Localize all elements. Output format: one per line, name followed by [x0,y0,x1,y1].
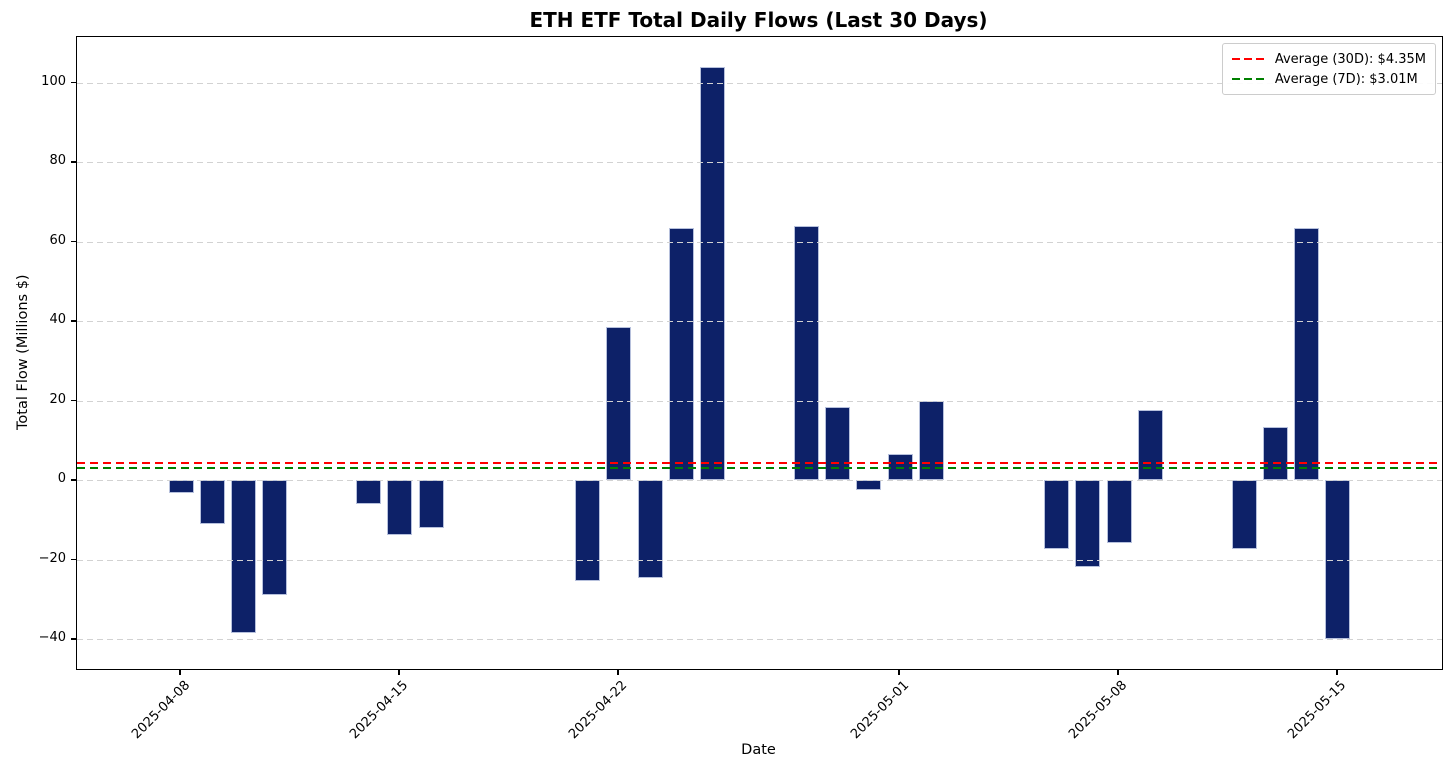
bar-2025-05-08 [1106,480,1132,543]
bar-2025-04-28 [793,225,819,481]
gridline-y-0 [77,480,1442,482]
y-tick-label: 40 [49,312,66,328]
bar-2025-04-23 [637,480,663,578]
x-tick-mark [898,669,900,675]
x-tick-label: 2025-05-08 [1066,678,1131,743]
bar-2025-05-07 [1075,480,1101,567]
x-tick-mark [617,669,619,675]
bar-2025-04-15 [387,480,413,536]
gridline-y-60 [77,241,1442,243]
bar-2025-04-08 [168,480,194,494]
bar-2025-05-09 [1137,410,1163,481]
y-tick-label: 80 [49,153,66,169]
bar-2025-05-06 [1044,480,1069,550]
legend-label: Average (30D): $4.35M [1274,51,1426,67]
plot-area [76,36,1443,670]
red-dashed-line-icon [1231,57,1266,61]
x-tick-mark [398,669,400,675]
y-tick-mark [71,81,76,84]
gridline-y-40 [77,321,1442,323]
y-tick-mark [71,240,76,243]
bar-2025-04-16 [418,480,444,528]
y-tick-label: 60 [49,232,66,248]
y-tick-label: 100 [41,73,66,89]
gridline-y-80 [77,162,1442,164]
y-tick-label: 0 [57,471,66,487]
bar-2025-04-14 [356,480,382,504]
y-tick-mark [71,638,76,640]
x-tick-label: 2025-04-15 [347,678,412,743]
bar-2025-05-01 [887,453,913,481]
bar-2025-04-21 [575,480,601,581]
x-tick-mark [179,669,181,675]
gridline-y--40 [77,639,1442,641]
bar-2025-04-09 [199,480,225,524]
y-tick-mark [71,320,76,322]
y-tick-label: −40 [38,630,66,646]
x-tick-mark [1336,669,1338,675]
gridline-y-20 [77,400,1442,402]
gridline-y-100 [77,82,1442,84]
x-tick-label: 2025-05-01 [847,678,912,743]
x-tick-label: 2025-05-15 [1285,678,1350,743]
bar-2025-05-12 [1231,480,1257,549]
bar-2025-05-13 [1262,426,1288,481]
y-tick-mark [71,558,76,561]
y-axis-label: Total Flow (Millions $) [15,274,31,430]
bar-2025-05-14 [1294,228,1320,481]
bar-2025-05-02 [918,400,944,481]
avg-30d-line [77,461,1442,464]
y-tick-mark [71,399,76,402]
legend-entry-avg-30d: Average (30D): $4.35M [1231,49,1426,69]
x-tick-label: 2025-04-22 [566,678,631,743]
y-tick-label: −20 [38,550,66,566]
bar-2025-04-30 [856,480,882,490]
bar-2025-04-22 [606,326,632,481]
bar-2025-04-11 [262,480,288,596]
bar-2025-04-24 [668,227,694,481]
x-tick-label: 2025-04-08 [128,678,193,743]
avg-7d-line [77,467,1442,470]
chart-legend: Average (30D): $4.35M Average (7D): $3.0… [1221,43,1436,95]
x-axis-label: Date [741,742,776,758]
bar-2025-05-15 [1325,480,1351,639]
x-tick-mark [1117,669,1119,675]
chart-title: ETH ETF Total Daily Flows (Last 30 Days) [529,8,988,32]
bar-2025-04-10 [231,480,257,634]
bar-2025-04-25 [700,66,726,481]
y-tick-mark [71,479,76,481]
y-tick-label: 20 [49,391,66,407]
gridline-y--20 [77,559,1442,561]
legend-entry-avg-7d: Average (7D): $3.01M [1231,69,1426,89]
green-dashed-line-icon [1231,77,1266,81]
legend-label: Average (7D): $3.01M [1274,71,1418,87]
y-tick-mark [71,161,76,163]
